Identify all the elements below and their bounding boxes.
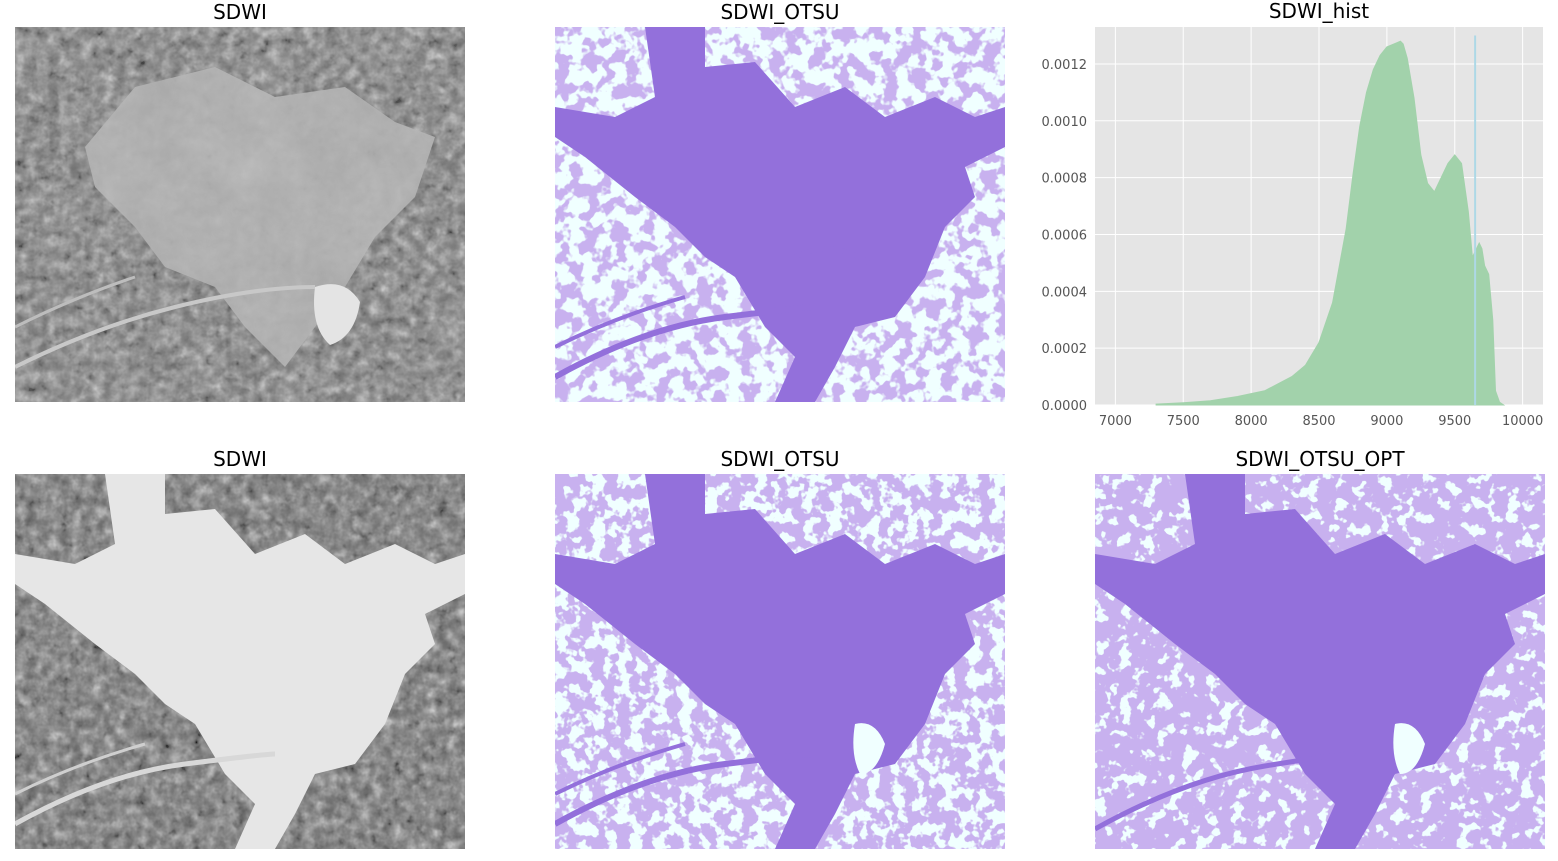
y-tick-label: 0.0008 [1042, 172, 1088, 187]
sdwi-otsu-mask-bottom [555, 474, 1005, 849]
x-tick-label: 9000 [1370, 414, 1403, 429]
sdwi-grayscale-image-top [15, 27, 465, 402]
sdwi-otsu-mask-top [555, 27, 1005, 402]
sdwi-otsu-title-bottom: SDWI_OTSU [720, 447, 840, 471]
x-tick-label: 9500 [1438, 414, 1471, 429]
x-tick-label: 7500 [1167, 414, 1200, 429]
x-tick-label: 10000 [1502, 414, 1543, 429]
sdwi-grayscale-image-bottom [15, 474, 465, 849]
y-tick-label: 0.0012 [1042, 58, 1088, 73]
x-tick-label: 8500 [1302, 414, 1335, 429]
y-tick-label: 0.0004 [1042, 285, 1088, 300]
histogram-area [1155, 40, 1506, 406]
sdwi-otsu-opt-mask [1095, 474, 1545, 849]
sdwi-otsu-opt-title: SDWI_OTSU_OPT [1235, 447, 1405, 471]
sdwi-otsu-title-top: SDWI_OTSU [720, 0, 840, 24]
y-tick-label: 0.0002 [1042, 342, 1088, 357]
x-tick-label: 7000 [1099, 414, 1132, 429]
y-tick-label: 0.0000 [1042, 399, 1088, 414]
y-tick-label: 0.0006 [1042, 228, 1088, 243]
sdwi-title-bottom: SDWI [213, 447, 267, 471]
sdwi-hist-title: SDWI_hist [1268, 0, 1370, 23]
y-tick-label: 0.0010 [1042, 115, 1088, 130]
x-tick-label: 8000 [1235, 414, 1268, 429]
sdwi-histogram-chart: 7000 7500 8000 8500 9000 9500 10000 0.0000 0.000… [1042, 27, 1543, 429]
sdwi-title-top: SDWI [213, 0, 267, 24]
